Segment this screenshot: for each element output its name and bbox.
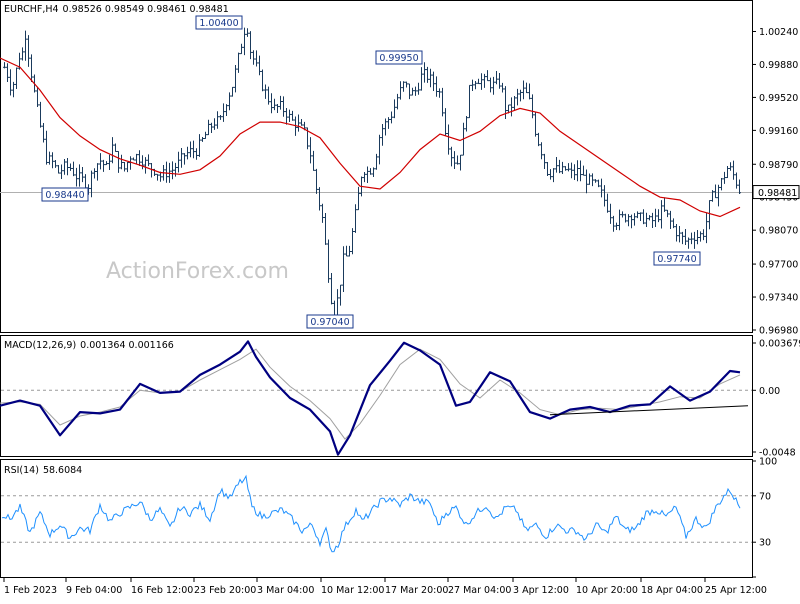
price-y-tick-label: 0.96980 — [759, 326, 798, 337]
price-layer: 1.00400 0.98440 0.99950 0.97040 0.97740 — [0, 15, 752, 329]
x-tick-label: 27 Mar 04:00 — [448, 585, 511, 596]
axis-layer: 1.00240 0.99880 0.99520 0.99160 0.98790 0.984… — [3, 27, 800, 596]
level-label-box — [306, 314, 354, 329]
level-label-box — [375, 50, 423, 65]
x-tick-label: 3 Mar 04:00 — [257, 585, 314, 596]
level-label: 1.00400 — [199, 18, 238, 29]
level-label-box — [41, 187, 89, 202]
x-tick-label: 18 Apr 04:00 — [641, 585, 703, 596]
macd-title: MACD(12,26,9) 0.001364 0.001166 — [4, 340, 174, 351]
macd-y-tick-label: 0.00 — [759, 386, 780, 397]
rsi-y-tick-label: 70 — [759, 491, 771, 502]
x-tick-label: 17 Mar 20:00 — [385, 585, 448, 596]
price-y-tick-label: 1.00240 — [759, 27, 798, 38]
macd-y-tick-label: 0.003679 — [759, 339, 800, 350]
price-y-tick-label: 0.98070 — [759, 226, 798, 237]
chart-symbol: EURCHF,H4 0.98526 0.98549 0.98461 0.98481 — [4, 4, 229, 15]
price-y-tick-label: 0.99520 — [759, 93, 798, 104]
x-tick-label: 16 Feb 12:00 — [131, 585, 193, 596]
rsi-layer — [1, 474, 752, 553]
moving-average-line — [0, 57, 741, 218]
x-tick-label: 10 Apr 20:00 — [576, 585, 638, 596]
macd-panel-frame — [0, 335, 753, 457]
x-tick-label: 10 Mar 12:00 — [321, 585, 384, 596]
price-y-tick-label: 0.97340 — [759, 293, 798, 304]
level-label: 0.99950 — [379, 53, 418, 64]
rsi-panel-frame — [0, 459, 753, 578]
current-price-box — [752, 185, 800, 200]
price-y-tick-label: 0.99880 — [759, 60, 798, 71]
level-label-box — [653, 251, 701, 266]
price-bars — [3, 27, 741, 324]
rsi-y-tick-label: 30 — [759, 538, 771, 549]
macd-trendline — [549, 405, 749, 416]
macd-line — [0, 340, 741, 456]
level-label: 0.97040 — [310, 317, 349, 328]
x-tick-label: 3 Apr 12:00 — [513, 585, 569, 596]
level-label-box — [195, 15, 243, 30]
macd-layer — [0, 340, 752, 456]
price-y-tick-label: 0.98790 — [759, 160, 798, 171]
rsi-y-tick-label: 100 — [759, 457, 777, 468]
x-tick-label: 1 Feb 2023 — [4, 585, 57, 596]
level-label: 0.98440 — [45, 190, 84, 201]
x-tick-label: 9 Feb 04:00 — [66, 585, 122, 596]
x-tick-label: 25 Apr 12:00 — [705, 585, 767, 596]
rsi-line — [1, 474, 741, 553]
price-y-tick-label: 0.99160 — [759, 126, 798, 137]
x-tick-label: 23 Feb 20:00 — [194, 585, 256, 596]
macd-y-tick-label: -0.0048 — [759, 448, 796, 459]
current-price-label: 0.98481 — [758, 188, 797, 199]
price-y-tick-label: 0.97700 — [759, 260, 798, 271]
rsi-title: RSI(14) 58.6084 — [4, 465, 82, 476]
watermark: ActionForex.com — [106, 259, 289, 284]
level-label: 0.97740 — [657, 254, 696, 265]
